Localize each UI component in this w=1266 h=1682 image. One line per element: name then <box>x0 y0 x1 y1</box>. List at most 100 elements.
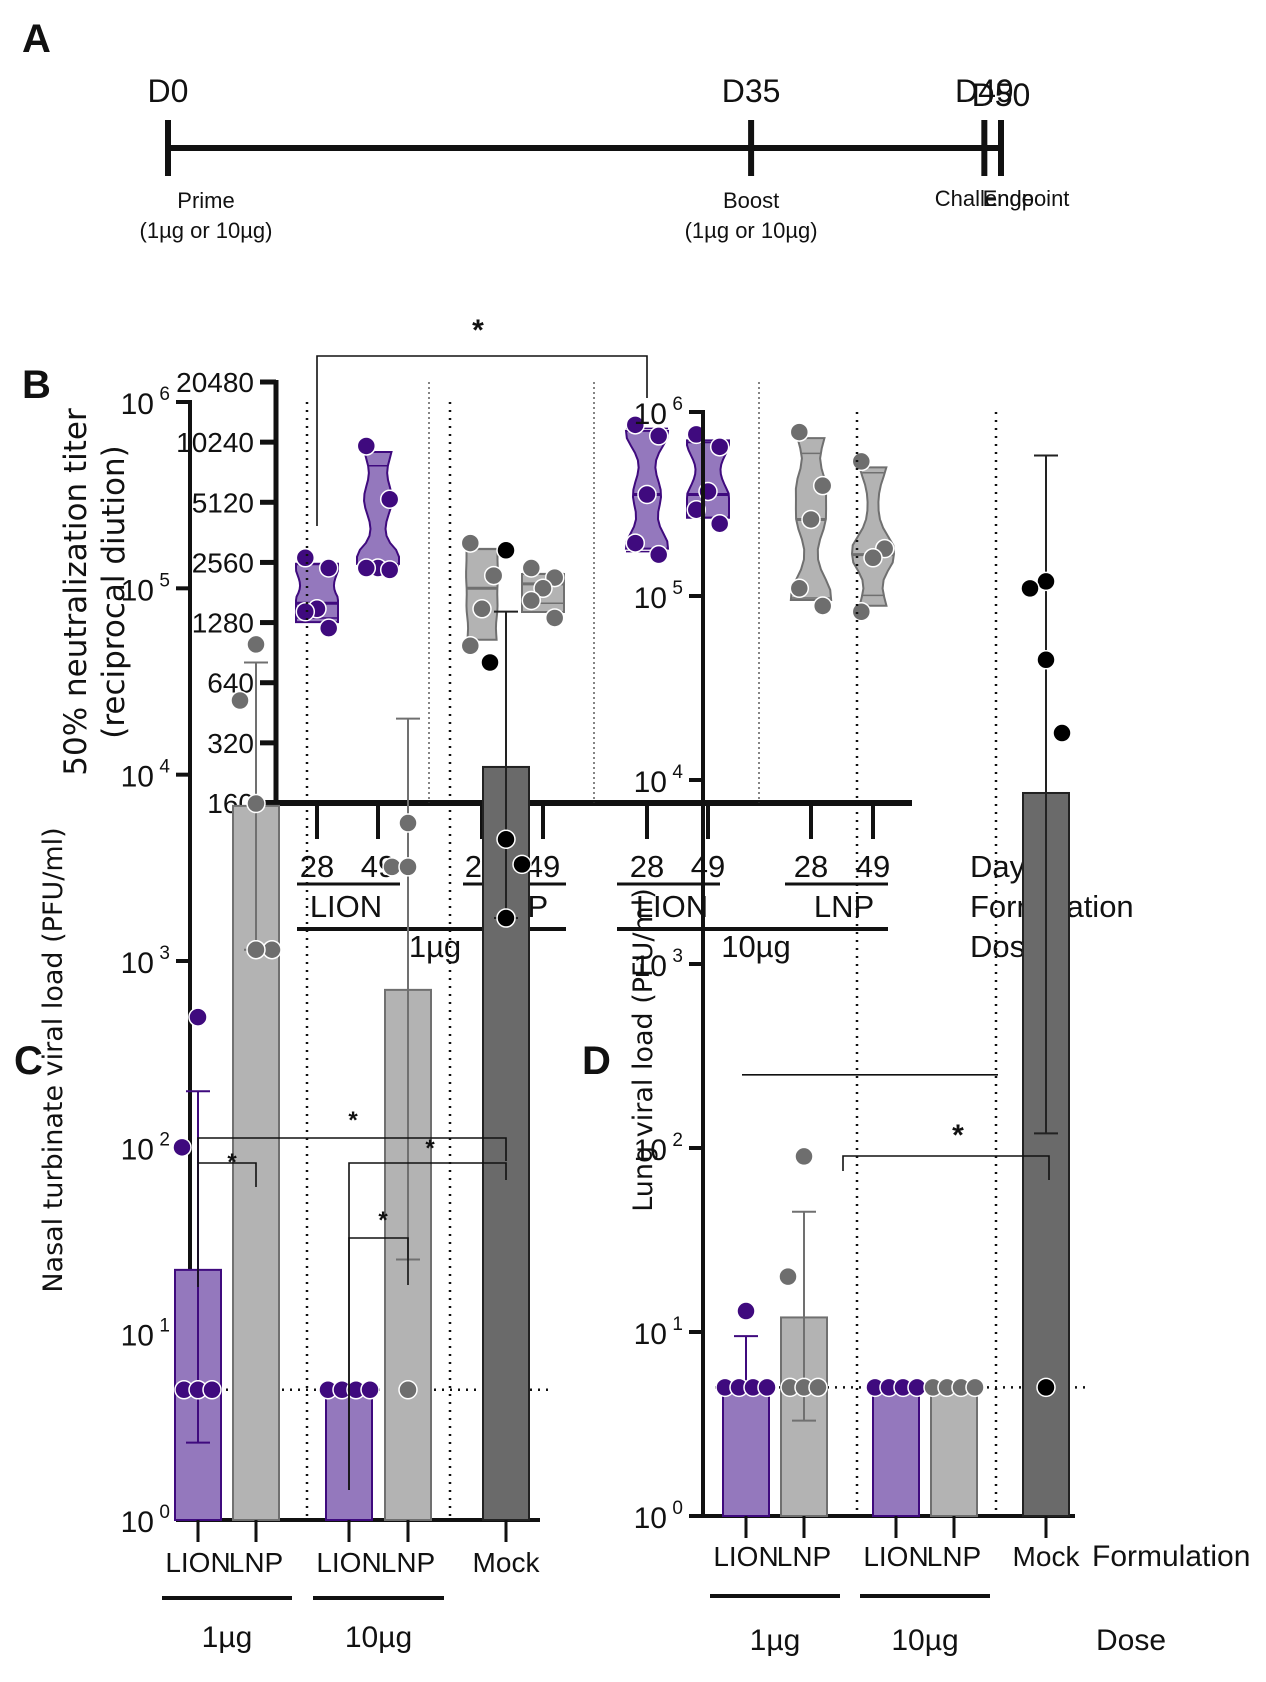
data-point <box>480 652 500 673</box>
x-dose-label: 1µg <box>202 1621 253 1654</box>
timeline: D0 Prime (1µg or 10µg) D35 Boost (1µg or 10µg… <box>140 73 1070 243</box>
y-tick-label: 10 <box>121 1320 154 1353</box>
data-point <box>544 608 565 628</box>
y-axis-title: Nasal turbinate viral load (PFU/ml) <box>38 827 69 1292</box>
significance-bracket <box>842 1155 1050 1180</box>
data-point <box>460 533 481 553</box>
x-dose-label: 1µg <box>409 929 461 964</box>
data-point <box>794 1146 814 1167</box>
data-point <box>460 635 481 656</box>
y-axis-subtitle: (reciprocal diution) <box>96 445 132 739</box>
violin-group <box>686 424 730 534</box>
data-point <box>398 1380 418 1400</box>
significance-star: * <box>472 314 484 347</box>
data-point <box>472 599 492 619</box>
data-point <box>356 436 377 456</box>
data-point <box>496 540 516 561</box>
y-tick-label: 320 <box>207 728 254 759</box>
y-tick-label: 10 <box>634 1318 667 1351</box>
y-tick-exponent: 4 <box>672 762 683 783</box>
data-point <box>1052 723 1072 743</box>
timeline-day-label: D35 <box>722 73 781 109</box>
data-point <box>202 1380 222 1400</box>
bar <box>930 1386 978 1517</box>
timeline-day-label: D0 <box>148 73 189 109</box>
data-point <box>246 939 266 960</box>
y-tick-exponent: 3 <box>159 943 170 964</box>
violin-body <box>465 548 499 641</box>
x-formulation-label: LNP <box>814 889 874 924</box>
data-point <box>648 544 669 565</box>
y-axis-label: 50% neutralization titer (reciprocal diut… <box>58 408 132 776</box>
timeline-event-detail: (1µg or 10µg) <box>140 218 273 243</box>
row-label: Day <box>970 849 1026 884</box>
x-dose-label: 10µg <box>345 1621 412 1654</box>
y-tick-label: 10 <box>634 1502 667 1535</box>
data-point <box>483 565 504 586</box>
x-category-label: LION <box>316 1547 381 1578</box>
data-point <box>863 548 883 568</box>
panel-d-chart: Lung viral load (PFU/ml)10 010 110 210 310 41… <box>628 394 1250 1657</box>
y-tick-exponent: 0 <box>672 1498 683 1519</box>
data-point <box>965 1377 985 1398</box>
violin-group <box>295 548 339 638</box>
significance-star: * <box>425 1135 435 1162</box>
bar-group <box>865 1377 927 1517</box>
data-point <box>686 499 707 520</box>
y-tick-label: 10 <box>121 388 154 421</box>
y-tick-label: 1280 <box>192 608 254 639</box>
y-tick-label: 20480 <box>176 367 254 398</box>
y-axis-title: 50% neutralization titer <box>58 408 94 776</box>
y-tick-label: 10 <box>121 1506 154 1539</box>
data-point <box>625 415 646 435</box>
y-tick-exponent: 3 <box>672 946 683 967</box>
y-tick-label: 10 <box>121 1133 154 1166</box>
x-category-label: LION <box>165 1547 230 1578</box>
y-tick-label: 10 <box>634 1134 667 1167</box>
data-point <box>246 634 266 655</box>
y-tick-label: 10240 <box>176 427 254 458</box>
significance-star: * <box>378 1207 388 1234</box>
data-point <box>778 1266 798 1287</box>
significance-bracket <box>197 1137 507 1163</box>
x-category-label: LNP <box>381 1547 435 1578</box>
panel-letter-c: C <box>14 1039 43 1083</box>
violin-body <box>356 450 400 565</box>
y-axis-title: Lung viral load (PFU/ml) <box>628 888 659 1212</box>
data-point <box>789 422 810 442</box>
data-point <box>379 489 400 510</box>
row-label: Formulation <box>1092 1540 1250 1573</box>
violin-group <box>789 422 833 616</box>
violin-group <box>624 415 670 565</box>
x-dose-label: 10µg <box>891 1624 958 1657</box>
data-point <box>812 596 833 616</box>
bar <box>722 1386 770 1517</box>
y-tick-exponent: 6 <box>672 394 683 415</box>
x-tick-label-day: 49 <box>856 849 890 884</box>
x-tick-label-day: 49 <box>691 849 725 884</box>
y-tick-label: 10 <box>121 574 154 607</box>
data-point <box>318 618 339 638</box>
y-tick-exponent: 0 <box>159 1502 170 1523</box>
data-point <box>360 1380 380 1400</box>
bar <box>872 1386 920 1517</box>
y-tick-exponent: 6 <box>159 384 170 405</box>
panel-c-chart: Nasal turbinate viral load (PFU/ml)10 010… <box>38 384 554 1654</box>
data-point <box>521 590 542 611</box>
timeline-event-label: Challenge <box>935 186 1034 211</box>
data-point <box>356 558 377 578</box>
significance-bracket <box>316 355 648 526</box>
violin-body <box>850 466 896 607</box>
y-tick-exponent: 1 <box>672 1314 683 1335</box>
data-point <box>1036 571 1056 592</box>
data-point <box>1020 578 1040 599</box>
timeline-event-label: Endpoint <box>983 186 1070 211</box>
timeline-day-label: D49 <box>955 73 1014 109</box>
data-point <box>379 560 400 580</box>
y-tick-exponent: 2 <box>672 1130 683 1151</box>
panel-letter-b: B <box>22 363 51 407</box>
data-point <box>709 437 730 457</box>
violin-group <box>460 533 504 656</box>
data-point <box>851 602 872 622</box>
